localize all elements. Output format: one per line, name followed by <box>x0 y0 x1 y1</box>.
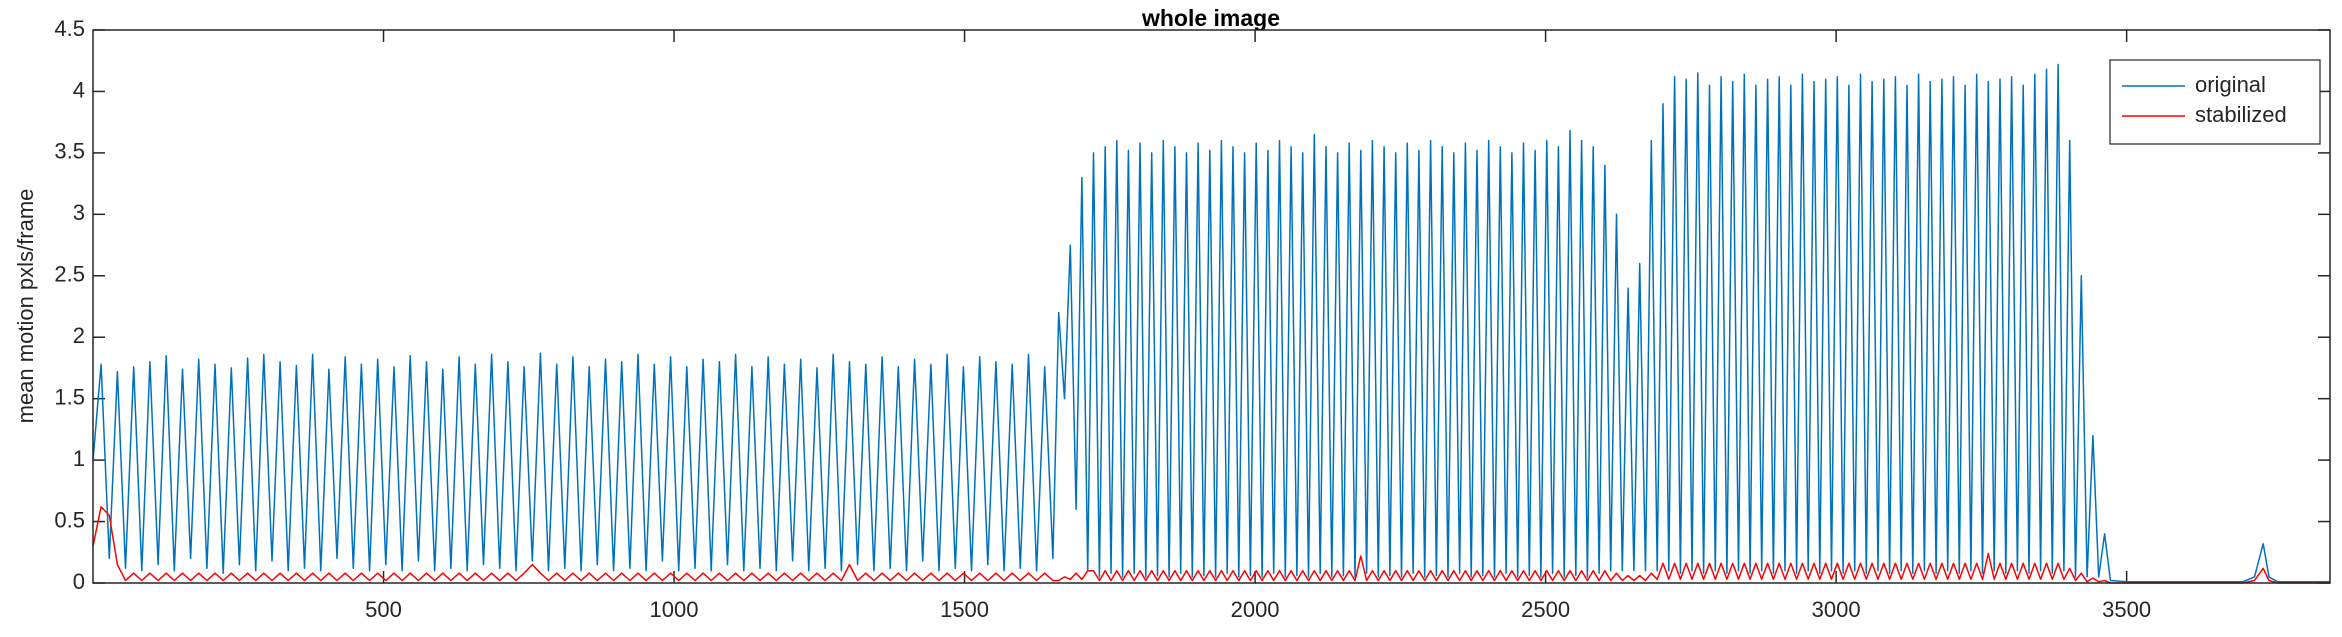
x-tick-label: 2000 <box>1231 597 1280 622</box>
y-tick-label: 4 <box>73 77 85 102</box>
y-axis-label: mean motion pxls/frame <box>13 189 38 424</box>
x-tick-label: 3500 <box>2102 597 2151 622</box>
x-tick-label: 3000 <box>1812 597 1861 622</box>
y-tick-label: 1 <box>73 446 85 471</box>
x-tick-label: 2500 <box>1521 597 1570 622</box>
axes-box <box>92 29 2331 584</box>
chart-title: whole image <box>1141 5 1280 31</box>
y-tick-label: 4.5 <box>54 16 85 41</box>
y-tick-label: 3 <box>73 200 85 225</box>
x-tick-label: 1000 <box>650 597 699 622</box>
legend-label: stabilized <box>2195 102 2287 127</box>
legend-label: original <box>2195 72 2266 97</box>
y-tick-label: 1.5 <box>54 384 85 409</box>
y-tick-label: 0.5 <box>54 507 85 532</box>
y-tick-label: 2.5 <box>54 262 85 287</box>
x-tick-label: 1500 <box>940 597 989 622</box>
y-tick-label: 2 <box>73 323 85 348</box>
x-tick-label: 500 <box>365 597 402 622</box>
y-tick-label: 3.5 <box>54 139 85 164</box>
data-line <box>92 506 2330 584</box>
legend-box <box>2109 59 2321 145</box>
data-line <box>92 63 2330 583</box>
y-tick-label: 0 <box>73 569 85 594</box>
